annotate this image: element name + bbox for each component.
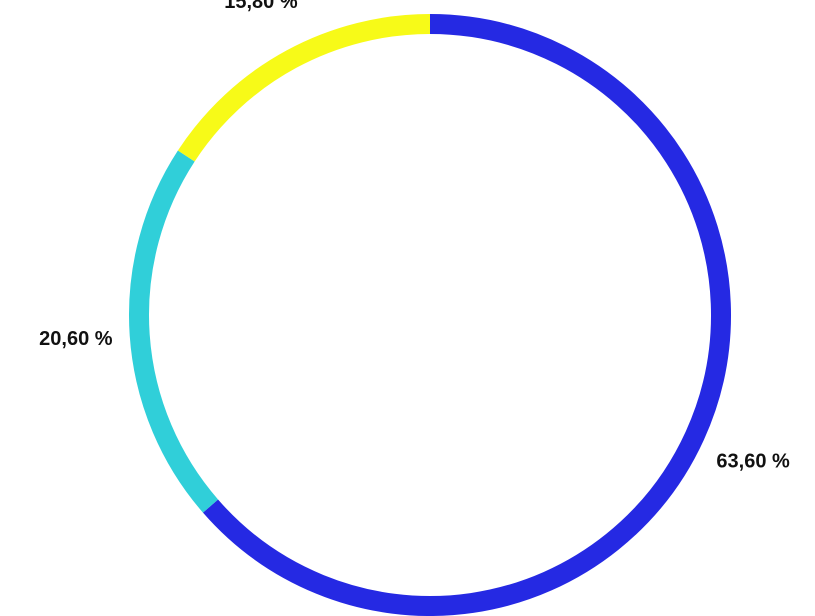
- slice-label-2: 20,60 %: [39, 328, 113, 350]
- slice-label-3: 15,80 %: [224, 0, 298, 13]
- donut-slice-2: [129, 150, 219, 513]
- slice-label-1: 63,60 %: [716, 450, 790, 472]
- donut-slice-3: [177, 14, 431, 162]
- donut-slice-1: [202, 14, 731, 616]
